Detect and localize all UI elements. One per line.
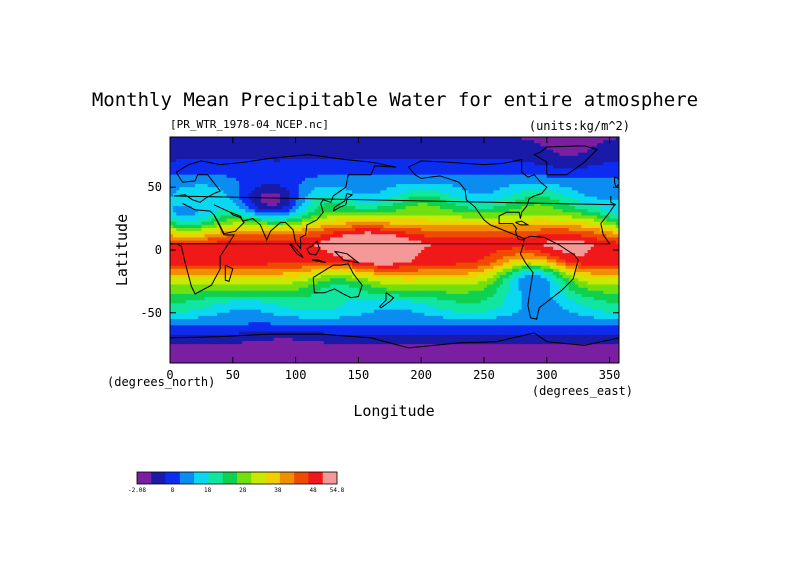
colorbar-tick-label: -2.08 [128, 487, 146, 494]
colorbar-swatch [223, 472, 238, 484]
colorbar-tick-labels: -2.08 8 18 28 38 48 54.8 [128, 487, 345, 494]
colorbar [137, 472, 337, 484]
colorbar-swatch [166, 472, 181, 484]
colorbar-swatch [280, 472, 295, 484]
y-tick-label: 50 [148, 180, 162, 194]
colorbar-swatch [266, 472, 281, 484]
x-axis-units: (degrees_east) [532, 384, 633, 398]
x-tick-label: 150 [348, 368, 370, 382]
colorbar-swatch [308, 472, 323, 484]
colorbar-swatch [180, 472, 195, 484]
colorbar-tick-label: 28 [239, 487, 247, 494]
colorbar-swatch [323, 472, 338, 484]
colorbar-swatch [194, 472, 209, 484]
colorbar-tick-label: 48 [309, 487, 317, 494]
y-axis-label: Latitude [113, 214, 131, 286]
colorbar-swatch [151, 472, 166, 484]
x-tick-label: 50 [226, 368, 240, 382]
y-axis-units: (degrees_north) [107, 375, 215, 389]
heatmap-field [170, 137, 620, 364]
colorbar-swatch [294, 472, 309, 484]
colorbar-tick-label: 54.8 [330, 487, 345, 494]
colorbar-tick-label: 38 [274, 487, 282, 494]
y-tick-label: 0 [155, 243, 162, 257]
x-tick-label: 100 [285, 368, 307, 382]
x-tick-label: 250 [473, 368, 495, 382]
x-axis-label: Longitude [353, 402, 434, 420]
colorbar-tick-label: 18 [204, 487, 212, 494]
colorbar-swatch [237, 472, 252, 484]
source-file-label: [PR_WTR_1978-04_NCEP.nc] [170, 118, 329, 131]
x-tick-label: 300 [536, 368, 558, 382]
colorbar-swatch [251, 472, 266, 484]
y-tick-label: -50 [140, 306, 162, 320]
colorbar-swatch [208, 472, 223, 484]
colorbar-swatch [137, 472, 152, 484]
x-tick-label: 350 [599, 368, 621, 382]
x-tick-label: 200 [410, 368, 432, 382]
chart-title: Monthly Mean Precipitable Water for enti… [92, 89, 698, 111]
units-label: (units:kg/m^2) [529, 119, 630, 133]
colorbar-tick-label: 8 [171, 487, 175, 494]
